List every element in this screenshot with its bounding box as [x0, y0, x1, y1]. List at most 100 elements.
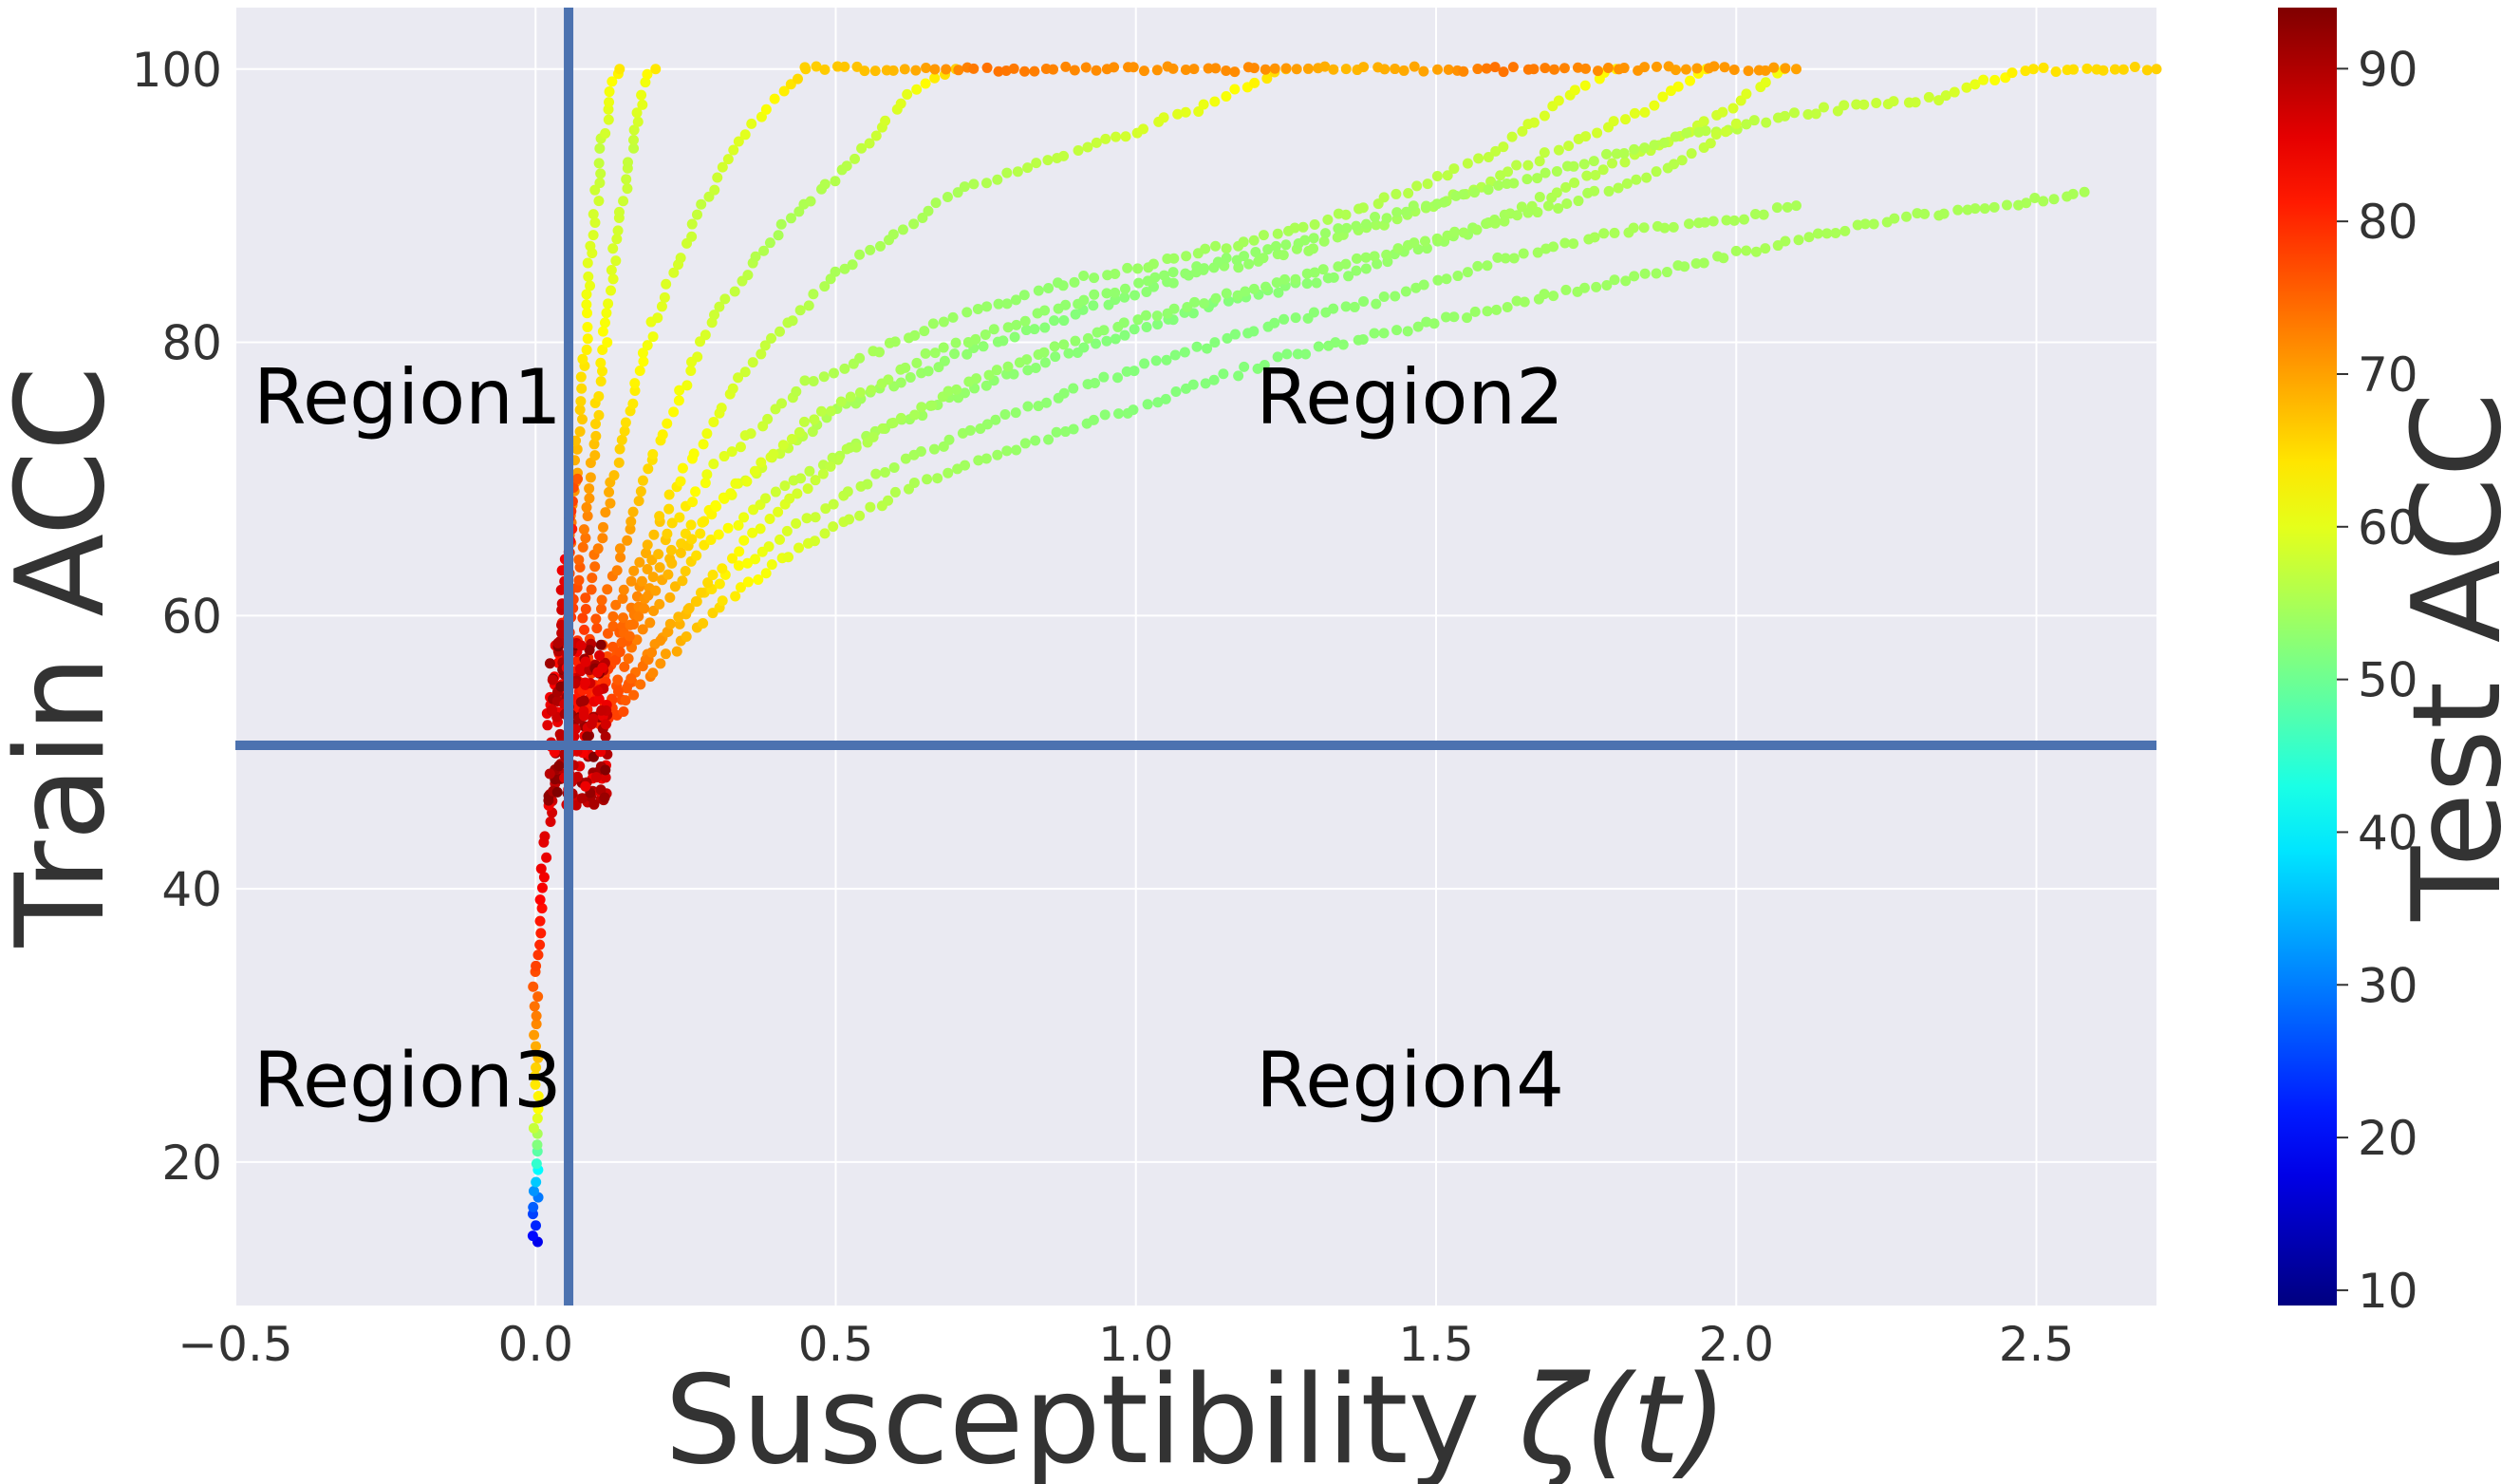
scatter-point [1659, 222, 1671, 234]
scatter-point [607, 76, 618, 87]
scatter-point [1033, 285, 1044, 296]
scatter-point [1159, 270, 1170, 281]
scatter-point [905, 372, 916, 384]
scatter-point [2151, 64, 2162, 75]
scatter-point [730, 478, 741, 489]
scatter-point [597, 344, 608, 355]
scatter-point [856, 142, 868, 154]
scatter-point [773, 230, 784, 241]
scatter-point [688, 448, 700, 460]
scatter-point [629, 385, 641, 397]
scatter-point [981, 301, 993, 312]
scatter-point [571, 771, 583, 782]
scatter-point [1449, 226, 1461, 237]
scatter-point [909, 409, 921, 421]
scatter-point [643, 463, 654, 475]
scatter-point [760, 493, 772, 504]
scatter-point [579, 624, 590, 635]
scatter-point [820, 503, 831, 515]
scatter-point [600, 128, 611, 140]
scatter-point [581, 299, 592, 310]
scatter-point [1152, 397, 1164, 408]
scatter-point [1684, 218, 1695, 230]
scatter-point [777, 440, 789, 451]
region-label: Region1 [253, 353, 562, 441]
scatter-point [1119, 283, 1130, 294]
scatter-point [539, 831, 551, 842]
scatter-point [1589, 232, 1600, 243]
scatter-point [663, 503, 675, 515]
scatter-point [1369, 328, 1380, 339]
scatter-point [1290, 273, 1301, 285]
scatter-point [675, 253, 686, 264]
scatter-point [532, 1113, 543, 1124]
scatter-point [1568, 238, 1579, 250]
scatter-point [584, 645, 595, 656]
scatter-point [809, 414, 820, 425]
scatter-point [1119, 291, 1130, 303]
scatter-point [766, 559, 777, 571]
scatter-point [1391, 207, 1403, 218]
scatter-point [1748, 115, 1760, 126]
scatter-point [1473, 153, 1484, 164]
y-tick-label: 60 [161, 589, 222, 644]
scatter-point [1490, 145, 1502, 157]
scatter-point [929, 64, 941, 75]
scatter-point [1412, 321, 1424, 332]
scatter-point [600, 764, 611, 776]
scatter-point [573, 554, 585, 566]
scatter-point [1728, 215, 1740, 226]
scatter-point [828, 498, 839, 510]
scatter-point [633, 611, 644, 622]
scatter-point [1060, 426, 1072, 438]
scatter-point [607, 273, 619, 285]
scatter-point [2098, 65, 2109, 76]
scatter-point [1629, 107, 1640, 119]
scatter-point [1638, 222, 1650, 234]
scatter-point [1592, 127, 1603, 139]
scatter-point [1319, 228, 1331, 239]
scatter-point [673, 611, 684, 623]
scatter-point [1483, 151, 1494, 162]
scatter-point [902, 88, 913, 100]
scatter-point [613, 206, 625, 217]
scatter-point [595, 168, 607, 179]
scatter-point [1022, 401, 1034, 412]
scatter-point [711, 501, 722, 513]
scatter-point [942, 191, 953, 202]
scatter-point [725, 488, 737, 499]
scatter-point [959, 181, 970, 193]
scatter-point [1493, 179, 1504, 191]
scatter-point [614, 443, 625, 455]
scatter-point [2141, 65, 2153, 76]
scatter-point [1401, 206, 1412, 217]
scatter-point [580, 604, 591, 615]
scatter-point [1481, 63, 1492, 74]
scatter-point [1330, 337, 1341, 348]
scatter-point [1492, 252, 1503, 263]
scatter-point [686, 218, 698, 230]
scatter-point [1009, 331, 1020, 343]
scatter-point [1489, 217, 1501, 229]
scatter-point [1010, 294, 1021, 306]
scatter-point [1730, 118, 1742, 129]
scatter-point [998, 335, 1009, 347]
scatter-point [574, 404, 586, 416]
scatter-point [2021, 197, 2032, 209]
scatter-point [656, 301, 667, 312]
x-tick-label: 0.0 [497, 1317, 573, 1372]
scatter-point [1821, 228, 1833, 239]
scatter-point [685, 365, 697, 376]
scatter-point [1717, 106, 1728, 118]
scatter-point [1611, 148, 1622, 160]
scatter-point [793, 542, 805, 554]
scatter-point [923, 205, 934, 216]
scatter-point [625, 673, 637, 685]
scatter-point [1001, 298, 1013, 310]
scatter-point [929, 348, 941, 359]
scatter-point [1512, 210, 1523, 221]
scatter-point [572, 473, 584, 484]
scatter-point [1180, 65, 1191, 76]
scatter-point [594, 142, 606, 154]
